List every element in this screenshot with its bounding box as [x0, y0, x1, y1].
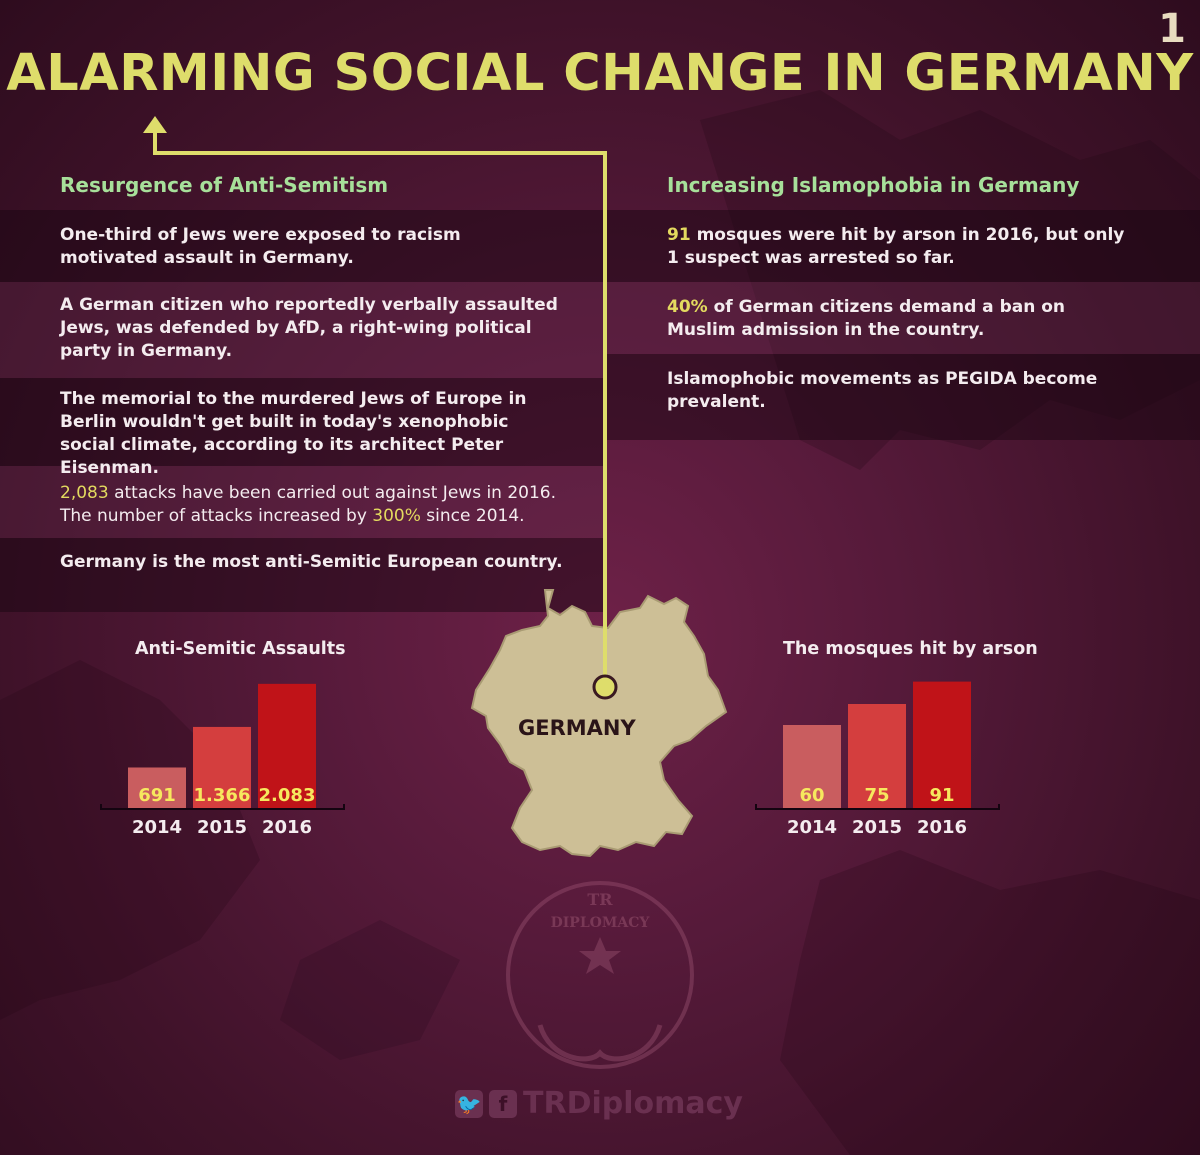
tr-diplomacy-logo: TR DIPLOMACY	[506, 881, 694, 1069]
bar-2014	[128, 767, 186, 809]
x-tick-label: 2014	[132, 817, 182, 838]
highlight-number: 300%	[372, 506, 421, 526]
bar-value-label: 75	[864, 785, 889, 806]
band	[605, 354, 1200, 440]
bar-2015	[848, 704, 906, 809]
page-number: 1	[1158, 6, 1186, 52]
left-paragraph: A German citizen who reportedly verbally…	[60, 295, 558, 361]
bar-value-label: 2.083	[259, 785, 316, 806]
map-label-germany: GERMANY	[518, 716, 636, 740]
bar-value-label: 1.366	[194, 785, 251, 806]
band	[0, 210, 605, 282]
left-paragraph: Germany is the most anti-Semitic Europea…	[60, 552, 563, 572]
band	[0, 466, 605, 538]
svg-text:DIPLOMACY: DIPLOMACY	[551, 915, 651, 931]
x-tick-label: 2016	[262, 817, 312, 838]
right-paragraph: 40% of German citizens demand a ban on M…	[667, 297, 1066, 340]
highlight-number: 2,083	[60, 483, 109, 503]
social-handle: 🐦 f TRDiplomacy	[455, 1086, 743, 1121]
svg-text:TR: TR	[587, 890, 613, 909]
facebook-icon: f	[489, 1089, 517, 1118]
bar-2016	[258, 683, 316, 809]
highlight-number: 40%	[667, 297, 708, 317]
social-handle-text: TRDiplomacy	[523, 1086, 743, 1121]
chart-title-anti-semitic: Anti-Semitic Assaults	[135, 639, 346, 659]
chart-title-mosques: The mosques hit by arson	[783, 639, 1038, 659]
chart-anti-semitic-assaults: 691 2014 1.366 2015 2.083 2016	[100, 683, 345, 838]
x-tick-label: 2015	[852, 817, 902, 838]
bar-2014	[783, 725, 841, 809]
highlight-number: 91	[667, 225, 691, 245]
left-paragraph: The memorial to the murdered Jews of Eur…	[60, 389, 527, 478]
band	[605, 282, 1200, 354]
chart-mosques-arson: 60 2014 75 2015 91 2016	[755, 681, 1000, 838]
band	[0, 378, 605, 466]
bar-value-label: 91	[929, 785, 954, 806]
right-section-heading: Increasing Islamophobia in Germany	[667, 173, 1080, 197]
bar-value-label: 60	[799, 785, 824, 806]
bar-2016	[913, 681, 971, 809]
band	[0, 282, 605, 378]
right-paragraph: Islamophobic movements as PEGIDA become …	[667, 369, 1098, 412]
left-section-heading: Resurgence of Anti-Semitism	[60, 173, 389, 197]
bar-2015	[193, 726, 251, 809]
right-paragraph: 91 mosques were hit by arson in 2016, bu…	[667, 225, 1125, 268]
band	[0, 538, 605, 612]
x-tick-label: 2016	[917, 817, 967, 838]
x-tick-label: 2014	[787, 817, 837, 838]
left-paragraph: One-third of Jews were exposed to racism…	[60, 225, 461, 268]
band	[605, 210, 1200, 282]
left-paragraph-attacks: 2,083 attacks have been carried out agai…	[60, 483, 557, 526]
bar-value-label: 691	[138, 785, 176, 806]
twitter-icon: 🐦	[455, 1089, 483, 1118]
x-tick-label: 2015	[197, 817, 247, 838]
page-title: ALARMING SOCIAL CHANGE IN GERMANY	[6, 44, 1194, 103]
